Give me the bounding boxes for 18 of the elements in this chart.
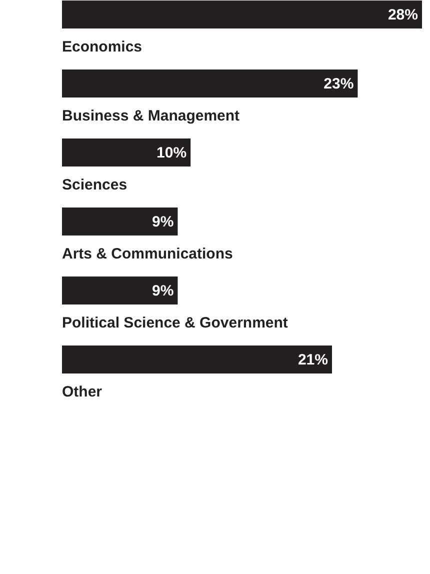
- y-tick-label: Other: [62, 384, 102, 400]
- y-tick-label: Political Science & Government: [62, 314, 288, 332]
- bar: [62, 0, 422, 28]
- bar: [62, 346, 332, 374]
- data-label: 28%: [388, 6, 418, 24]
- bar: [62, 70, 358, 98]
- data-label: 21%: [298, 352, 328, 368]
- y-tick-label: Sciences: [62, 176, 128, 194]
- bar: [62, 276, 178, 304]
- data-label: 10%: [156, 144, 187, 162]
- y-tick-label: Economics: [62, 38, 142, 56]
- data-label: 9%: [152, 282, 174, 300]
- y-tick-label: Arts & Communications: [62, 246, 233, 262]
- data-label: 23%: [324, 76, 354, 92]
- bar: [62, 208, 178, 236]
- y-tick-label: Business & Management: [62, 108, 240, 124]
- data-label: 9%: [152, 214, 174, 230]
- bar: [62, 138, 191, 166]
